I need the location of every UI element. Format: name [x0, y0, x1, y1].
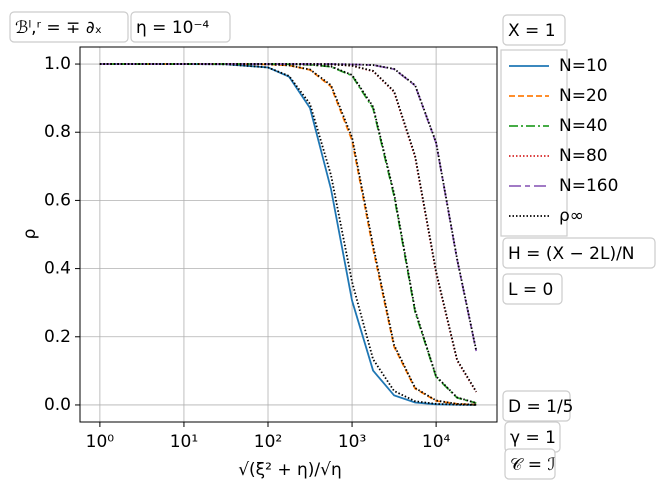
annotation: D = 1/5	[508, 397, 574, 417]
annotation: L = 0	[508, 280, 553, 300]
annotation-box	[502, 237, 656, 269]
legend-label: N=40	[559, 116, 608, 136]
line	[99, 63, 477, 406]
annotation: 𝒞 = ℐ	[510, 455, 555, 475]
line	[99, 63, 478, 352]
annotation-box	[130, 11, 231, 43]
line	[99, 63, 477, 393]
x-axis-label: √(ξ² + η)/√η	[238, 460, 342, 480]
line	[99, 63, 477, 406]
annotation-box	[9, 11, 129, 43]
annotation: X = 1	[508, 21, 556, 41]
legend-label: N=20	[559, 86, 608, 106]
line	[99, 63, 477, 393]
annotation-box	[502, 14, 566, 46]
y-tick-label: 0.6	[44, 190, 71, 210]
line	[99, 63, 477, 406]
plot-frame	[79, 46, 498, 423]
legend-label: N=80	[559, 146, 608, 166]
annotation-box	[502, 390, 571, 422]
y-tick-label: 1.0	[44, 54, 71, 74]
annotation: η = 10⁻⁴	[136, 18, 209, 38]
line	[99, 63, 477, 404]
line	[99, 63, 478, 351]
y-tick-label: 0.4	[44, 259, 71, 279]
annotation-box	[502, 273, 563, 305]
line	[99, 63, 477, 404]
x-tick-label: 10⁴	[422, 432, 451, 452]
x-tick-label: 10⁰	[86, 432, 115, 452]
legend-label: ρ∞	[559, 206, 584, 226]
line	[99, 63, 477, 406]
x-tick-label: 10³	[338, 432, 366, 452]
legend-label: N=10	[559, 56, 608, 76]
y-tick-label: 0.2	[44, 327, 71, 347]
annotation: ℬˡ,ʳ = ∓ ∂ₓ	[15, 18, 102, 38]
y-axis-label: ρ	[20, 229, 40, 240]
y-tick-label: 0.0	[44, 395, 71, 415]
x-tick-label: 10¹	[170, 432, 198, 452]
annotation-box	[504, 448, 556, 480]
annotation: H = (X − 2L)/N	[508, 244, 635, 264]
y-tick-label: 0.8	[44, 122, 71, 142]
legend-label: N=160	[559, 176, 618, 196]
x-tick-label: 10²	[254, 432, 282, 452]
annotations: ℬˡ,ʳ = ∓ ∂ₓ η = 10⁻⁴ X = 1 H = (X − 2L)/N L …	[9, 11, 656, 480]
legend-box	[500, 49, 568, 237]
annotation: γ = 1	[510, 428, 556, 448]
